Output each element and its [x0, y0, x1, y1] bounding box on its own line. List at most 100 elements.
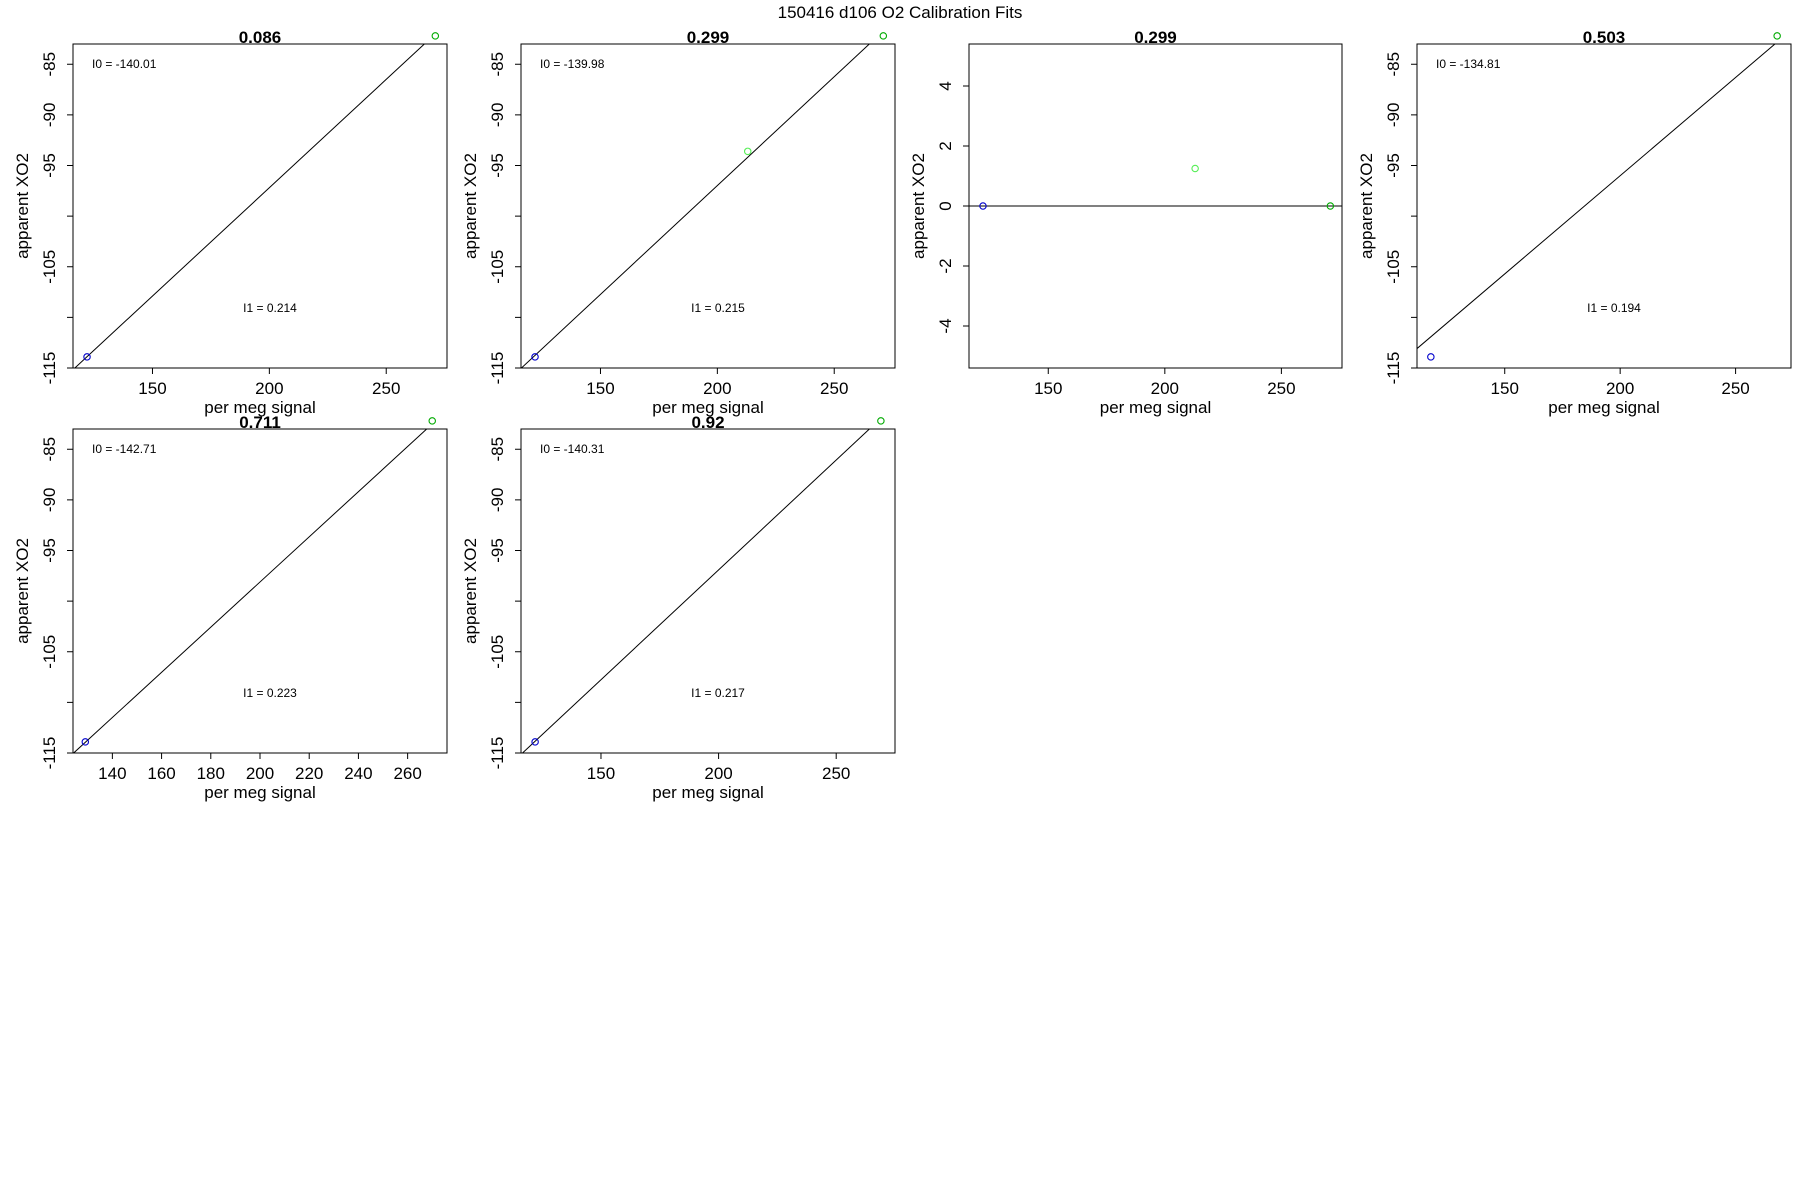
- plot-frame: [72, 428, 448, 754]
- y-axis-label: apparent XO2: [461, 153, 480, 259]
- x-tick-label: 250: [1721, 379, 1749, 398]
- panel-2: 150 200 250 -115 -105 -95 -90 -85 0.299 per meg s…: [461, 28, 896, 417]
- intercept-annotation: I0 = -140.31: [540, 442, 605, 456]
- intercept-annotation: I0 = -142.71: [92, 442, 157, 456]
- x-tick-label: 200: [255, 379, 283, 398]
- y-tick-label: -85: [488, 437, 507, 462]
- data-point: [1427, 353, 1435, 361]
- panels: 150 200 250 -115 -105 -95 -90 -85 0.086 per meg s…: [13, 28, 1792, 802]
- data-point: [879, 32, 888, 40]
- y-tick-label: -2: [936, 258, 955, 273]
- data-point: [531, 353, 539, 361]
- fit-line: [521, 429, 871, 753]
- slope-annotation: I1 = 0.223: [243, 686, 297, 700]
- y-tick-label: -115: [1384, 352, 1403, 385]
- x-axis-label: per meg signal: [1548, 398, 1660, 417]
- x-tick-label: 160: [147, 764, 175, 783]
- fit-line: [521, 44, 871, 368]
- y-axis-label: apparent XO2: [13, 153, 32, 259]
- intercept-annotation: I0 = -139.98: [540, 57, 605, 71]
- y-axis-label: apparent XO2: [1357, 153, 1376, 259]
- y-tick-label: -85: [488, 52, 507, 77]
- y-tick-label: -95: [1384, 153, 1403, 178]
- fit-line: [1417, 44, 1776, 349]
- x-tick-label: 250: [1267, 379, 1295, 398]
- x-tick-label: 150: [587, 764, 615, 783]
- plot-frame: [520, 43, 896, 369]
- plot-frame: [72, 43, 448, 369]
- y-tick-label: -105: [40, 250, 59, 284]
- fit-line: [74, 44, 426, 368]
- y-axis-label: apparent XO2: [461, 538, 480, 644]
- x-tick-label: 250: [372, 379, 400, 398]
- y-tick-label: -95: [40, 538, 59, 563]
- y-tick-label: -105: [1384, 250, 1403, 284]
- y-tick-label: -90: [488, 103, 507, 128]
- x-tick-label: 260: [393, 764, 421, 783]
- y-tick-label: -85: [40, 52, 59, 77]
- x-tick-label: 140: [98, 764, 126, 783]
- data-point: [428, 417, 436, 425]
- data-point: [81, 738, 90, 746]
- data-point: [743, 147, 752, 156]
- panel-title: 0.299: [687, 28, 730, 47]
- panel-title: 0.92: [691, 413, 724, 432]
- y-tick-label: -90: [488, 488, 507, 513]
- y-tick-label: -115: [488, 352, 507, 385]
- figure-title: 150416 d106 O2 Calibration Fits: [778, 3, 1023, 22]
- y-tick-label: -105: [488, 635, 507, 669]
- data-point: [1191, 164, 1199, 173]
- x-tick-label: 150: [138, 379, 166, 398]
- x-axis-label: per meg signal: [1100, 398, 1212, 417]
- panel-title: 0.299: [1134, 28, 1177, 47]
- panel-5: 140 160 180 200 220 240 260 -115 -105 -95 -90 -85 0.…: [13, 413, 448, 802]
- y-axis-label: apparent XO2: [909, 153, 928, 259]
- data-point: [1326, 202, 1335, 210]
- y-tick-label: -85: [40, 437, 59, 462]
- data-point: [1773, 32, 1781, 40]
- slope-annotation: I1 = 0.217: [691, 686, 745, 700]
- panel-4: 150 200 250 -115 -105 -95 -90 -85 0.503 per meg s…: [1357, 28, 1792, 417]
- x-tick-label: 200: [1151, 379, 1179, 398]
- y-tick-label: -105: [488, 250, 507, 284]
- slope-annotation: I1 = 0.194: [1587, 301, 1641, 315]
- plot-frame: [1416, 43, 1792, 369]
- y-tick-label: -115: [40, 737, 59, 770]
- y-tick-label: 4: [936, 81, 955, 90]
- y-tick-label: -115: [488, 737, 507, 770]
- x-tick-label: 220: [295, 764, 323, 783]
- data-point: [979, 202, 987, 210]
- x-tick-label: 250: [822, 764, 850, 783]
- panel-title: 0.086: [239, 28, 282, 47]
- panel-title: 0.711: [239, 413, 281, 432]
- y-tick-label: 0: [936, 201, 955, 210]
- fit-line: [73, 429, 428, 753]
- x-axis-label: per meg signal: [204, 398, 316, 417]
- x-axis-label: per meg signal: [652, 398, 764, 417]
- x-axis-label: per meg signal: [204, 783, 316, 802]
- x-tick-label: 200: [703, 379, 731, 398]
- panel-1: 150 200 250 -115 -105 -95 -90 -85 0.086 per meg s…: [13, 28, 448, 417]
- data-point: [877, 417, 885, 425]
- data-point: [531, 738, 539, 746]
- intercept-annotation: I0 = -140.01: [92, 57, 157, 71]
- x-tick-label: 150: [586, 379, 614, 398]
- y-tick-label: -95: [488, 538, 507, 563]
- y-tick-label: -105: [40, 635, 59, 669]
- y-tick-label: -95: [488, 153, 507, 178]
- y-tick-label: -90: [1384, 103, 1403, 128]
- y-tick-label: 2: [936, 141, 955, 150]
- x-tick-label: 240: [344, 764, 372, 783]
- y-tick-label: -4: [936, 318, 955, 333]
- y-tick-label: -85: [1384, 52, 1403, 77]
- x-axis-label: per meg signal: [652, 783, 764, 802]
- x-tick-label: 180: [197, 764, 225, 783]
- y-tick-label: -115: [40, 352, 59, 385]
- panel-3: 150 200 250 -4 -2 0 2 4 0.299 per meg signal appar…: [909, 28, 1343, 417]
- y-tick-label: -90: [40, 488, 59, 513]
- x-tick-label: 200: [1606, 379, 1634, 398]
- panel-6: 150 200 250 -115 -105 -95 -90 -85 0.92 per meg si…: [461, 413, 896, 802]
- slope-annotation: I1 = 0.215: [691, 301, 745, 315]
- x-tick-label: 250: [820, 379, 848, 398]
